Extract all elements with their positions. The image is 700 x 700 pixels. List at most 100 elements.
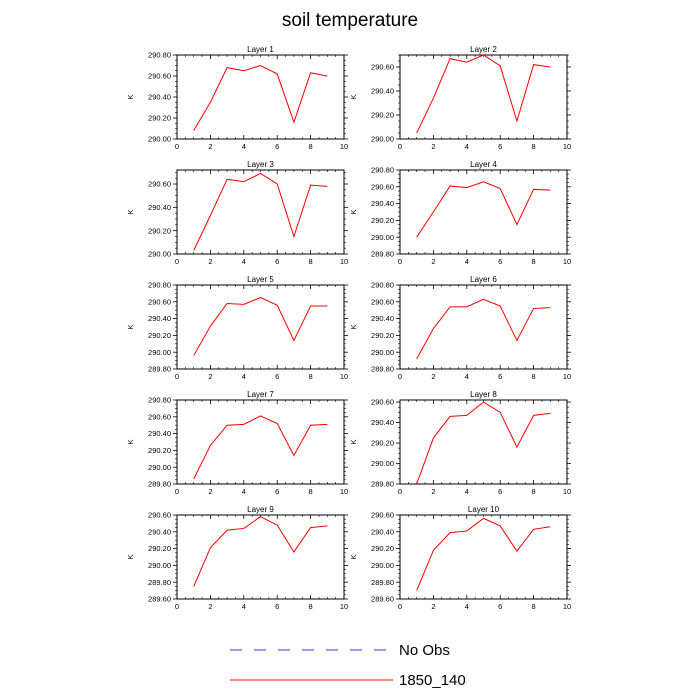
panel-title: Layer 2 <box>470 45 497 54</box>
y-tick-label: 290.80 <box>148 281 171 290</box>
y-tick-label: 290.00 <box>148 561 171 570</box>
series-line-1850-140 <box>416 517 551 591</box>
x-tick-label: 4 <box>465 372 469 381</box>
y-tick-label: 290.40 <box>148 93 171 102</box>
x-tick-label: 10 <box>563 142 571 151</box>
panel-6: Layer 6 K 0 2 4 6 8 10 289.80 290.00 290.20 290.40 2… <box>349 275 571 381</box>
y-tick-label: 290.80 <box>148 396 171 405</box>
plot-frame <box>399 54 568 140</box>
y-tick-label: 289.80 <box>148 365 171 374</box>
x-tick-label: 4 <box>242 372 246 381</box>
y-axis-label: K <box>126 324 135 329</box>
x-tick-label: 4 <box>465 487 469 496</box>
y-tick-label: 290.40 <box>371 314 394 323</box>
y-tick-label: 290.00 <box>148 463 171 472</box>
x-tick-label: 6 <box>498 487 502 496</box>
x-tick-label: 0 <box>175 487 179 496</box>
x-tick-label: 2 <box>208 142 212 151</box>
chart-title: soil temperature <box>282 10 418 31</box>
y-tick-label: 290.00 <box>371 233 394 242</box>
y-tick-label: 290.20 <box>371 331 394 340</box>
x-tick-label: 8 <box>532 487 536 496</box>
x-tick-label: 4 <box>465 142 469 151</box>
panel-1: Layer 1 K 0 2 4 6 8 10 290.00 290.20 290.40 290.60 2… <box>126 45 348 151</box>
y-tick-label: 289.60 <box>371 595 394 604</box>
x-tick-label: 6 <box>275 257 279 266</box>
x-tick-label: 0 <box>398 257 402 266</box>
x-tick-label: 0 <box>398 372 402 381</box>
y-tick-label: 290.40 <box>148 429 171 438</box>
series-line-1850-140 <box>193 297 328 356</box>
panel-title: Layer 5 <box>247 275 274 284</box>
y-tick-label: 290.20 <box>148 114 171 123</box>
y-tick-label: 290.00 <box>371 348 394 357</box>
x-tick-label: 2 <box>431 602 435 611</box>
y-tick-label: 290.60 <box>371 398 394 407</box>
x-tick-label: 8 <box>309 602 313 611</box>
y-tick-label: 290.20 <box>371 544 394 553</box>
y-tick-label: 290.80 <box>371 166 394 175</box>
panel-title: Layer 4 <box>470 160 497 169</box>
panel-7: Layer 7 K 0 2 4 6 8 10 289.80 290.00 290.20 290.40 2… <box>126 390 348 496</box>
x-tick-label: 0 <box>398 487 402 496</box>
y-tick-label: 290.60 <box>148 412 171 421</box>
x-tick-label: 0 <box>398 142 402 151</box>
y-tick-label: 290.40 <box>371 87 394 96</box>
x-tick-label: 2 <box>431 257 435 266</box>
panel-8: Layer 8 K 0 2 4 6 8 10 289.80 290.00 290.20 290.40 2… <box>349 390 571 496</box>
x-tick-label: 6 <box>498 602 502 611</box>
y-tick-label: 290.60 <box>371 297 394 306</box>
x-tick-label: 4 <box>465 602 469 611</box>
y-tick-label: 290.60 <box>371 63 394 72</box>
series-line-1850-140 <box>416 54 551 134</box>
panel-title: Layer 3 <box>247 160 274 169</box>
y-axis-label: K <box>349 324 358 329</box>
x-tick-label: 0 <box>398 602 402 611</box>
plot-frame <box>176 54 345 140</box>
y-tick-label: 289.80 <box>371 578 394 587</box>
y-tick-label: 289.80 <box>371 480 394 489</box>
x-tick-label: 10 <box>340 372 348 381</box>
x-tick-label: 10 <box>563 487 571 496</box>
x-tick-label: 8 <box>309 142 313 151</box>
y-tick-label: 290.60 <box>148 297 171 306</box>
y-tick-label: 290.00 <box>371 561 394 570</box>
x-tick-label: 8 <box>309 487 313 496</box>
series-line-1850-140 <box>193 172 328 251</box>
y-tick-label: 290.60 <box>148 180 171 189</box>
x-tick-label: 0 <box>175 142 179 151</box>
series-line-1850-140 <box>416 181 551 238</box>
x-tick-label: 8 <box>532 142 536 151</box>
x-tick-label: 2 <box>208 257 212 266</box>
y-tick-label: 290.40 <box>371 527 394 536</box>
plot-frame <box>399 399 568 485</box>
x-tick-label: 2 <box>208 487 212 496</box>
y-tick-label: 290.60 <box>371 182 394 191</box>
legend-label-1: No Obs <box>399 642 450 659</box>
x-tick-label: 6 <box>498 257 502 266</box>
x-tick-label: 6 <box>498 372 502 381</box>
plot-frame <box>399 284 568 370</box>
x-tick-label: 2 <box>208 602 212 611</box>
plot-frame <box>176 399 345 485</box>
x-tick-label: 2 <box>431 142 435 151</box>
y-tick-label: 290.40 <box>148 203 171 212</box>
y-tick-label: 289.80 <box>148 480 171 489</box>
x-tick-label: 8 <box>309 372 313 381</box>
plot-frame <box>399 169 568 255</box>
y-tick-label: 290.60 <box>148 511 171 520</box>
x-tick-label: 2 <box>208 372 212 381</box>
y-tick-label: 290.40 <box>148 527 171 536</box>
series-line-1850-140 <box>193 415 328 480</box>
panel-title: Layer 1 <box>247 45 274 54</box>
x-tick-label: 6 <box>275 602 279 611</box>
panel-4: Layer 4 K 0 2 4 6 8 10 289.80 290.00 290.20 290.40 2… <box>349 160 571 266</box>
y-tick-label: 289.60 <box>148 595 171 604</box>
panel-10: Layer 10 K 0 2 4 6 8 10 289.60 289.80 290.00 290.20… <box>349 505 571 611</box>
series-line-1850-140 <box>193 516 328 587</box>
x-tick-label: 8 <box>532 602 536 611</box>
x-tick-label: 8 <box>309 257 313 266</box>
y-tick-label: 290.60 <box>148 72 171 81</box>
x-tick-label: 10 <box>340 602 348 611</box>
